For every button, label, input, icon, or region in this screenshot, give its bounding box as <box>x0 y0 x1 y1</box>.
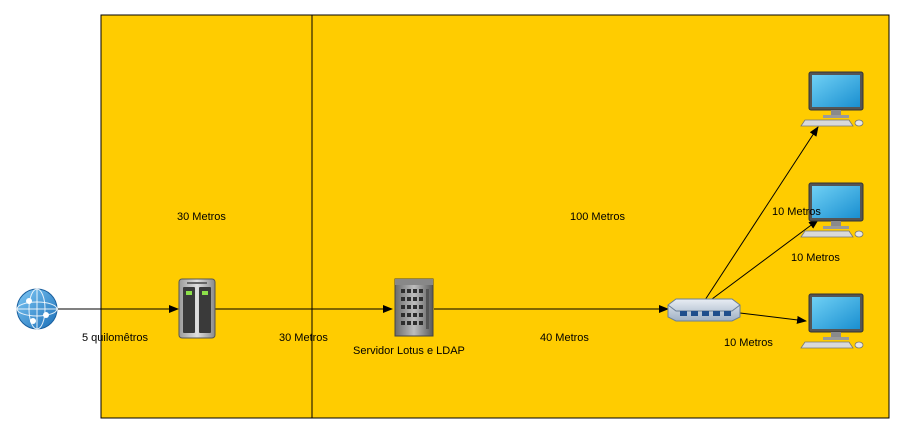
internet-link-label: 5 quilomêtros <box>82 332 149 344</box>
switch-pc3-distance-label: 10 Metros <box>724 337 773 349</box>
edge-switch-pc3 <box>739 312 807 324</box>
server-tower-icon[interactable] <box>394 278 434 337</box>
edge-switch-pc1 <box>704 126 819 301</box>
area-left <box>100 14 313 419</box>
desktop-computer-icon[interactable] <box>800 293 864 349</box>
globe-icon[interactable] <box>16 288 58 330</box>
nas-storage-icon[interactable] <box>178 278 216 339</box>
switch-pc1-distance-label: 10 Metros <box>772 206 821 218</box>
area-right-distance-label: 100 Metros <box>570 211 626 223</box>
nas-server-distance-label: 30 Metros <box>279 332 328 344</box>
desktop-computer-icon[interactable] <box>800 71 864 127</box>
server-name-label: Servidor Lotus e LDAP <box>353 345 465 357</box>
edge-switch-pc2 <box>707 219 819 303</box>
desktop-computer-icon[interactable] <box>800 182 864 238</box>
network-switch-icon[interactable] <box>667 298 741 322</box>
switch-pc2-distance-label: 10 Metros <box>791 252 840 264</box>
area-left-distance-label: 30 Metros <box>177 211 226 223</box>
server-switch-distance-label: 40 Metros <box>540 332 589 344</box>
area-right <box>311 14 890 419</box>
